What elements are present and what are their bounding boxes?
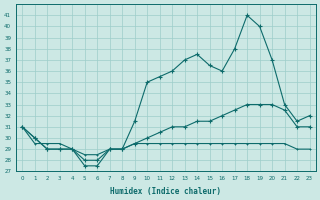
X-axis label: Humidex (Indice chaleur): Humidex (Indice chaleur): [110, 187, 221, 196]
